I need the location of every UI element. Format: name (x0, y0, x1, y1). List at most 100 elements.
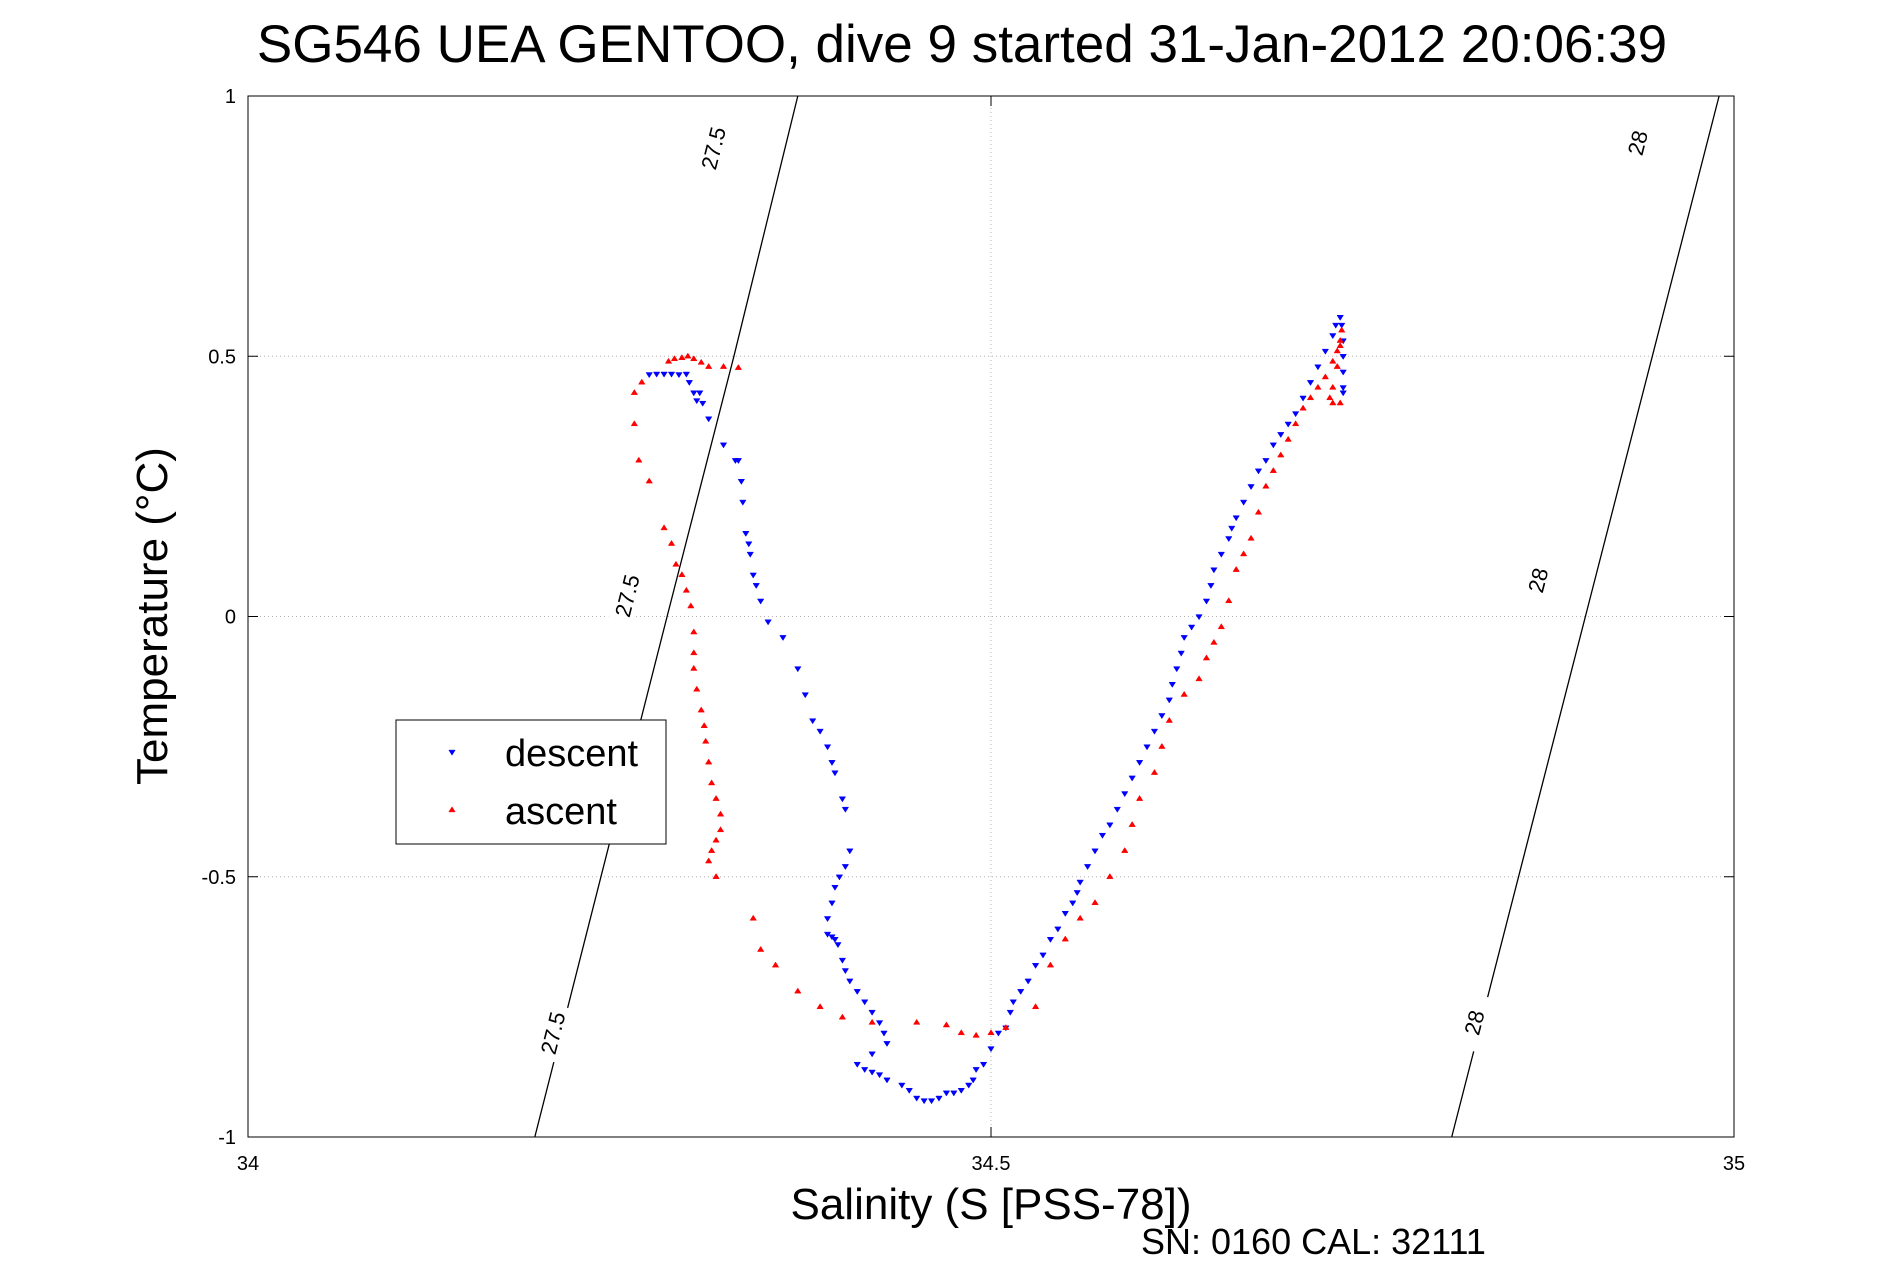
axis-ticks: 34 34.5 35 -1 -0.5 0 0.5 1 (202, 86, 1746, 1175)
ascent-point (678, 354, 686, 360)
descent-point (1339, 369, 1347, 376)
ascent-point (816, 1003, 824, 1010)
descent-point (1207, 583, 1215, 589)
descent-point (994, 1030, 1003, 1037)
descent-point (831, 937, 839, 943)
descent-point (1158, 713, 1166, 720)
ascent-point (1306, 394, 1315, 401)
ascent-point (1333, 347, 1341, 354)
descent-point (1291, 411, 1300, 418)
descent-point (1083, 864, 1092, 871)
ascent-point (635, 456, 643, 463)
descent-point (965, 1082, 973, 1089)
descent-point (734, 458, 743, 465)
descent-point (1168, 681, 1176, 688)
y-tick-label-0: 0 (225, 607, 236, 629)
descent-point (1284, 421, 1292, 428)
descent-point (1306, 380, 1315, 386)
x-axis-label: Salinity (S [PSS-78]) (790, 1180, 1191, 1229)
descent-point (831, 770, 839, 777)
footer-serial-calibration: SN: 0160 CAL: 32111 (1141, 1221, 1486, 1262)
y-tick-label-1: 1 (225, 86, 236, 108)
grid-layer (248, 96, 1734, 1137)
descent-point (1006, 1009, 1014, 1016)
descent-point (745, 541, 753, 548)
descent-point (1195, 614, 1203, 621)
contour-label-backdrop (533, 1002, 573, 1064)
ascent-point (1180, 690, 1188, 697)
descent-point (1098, 832, 1107, 839)
ascent-point (972, 1031, 980, 1038)
descent-point (1202, 598, 1211, 605)
ascent-point (1321, 373, 1330, 380)
ascent-point (687, 602, 695, 609)
descent-point (950, 1090, 958, 1097)
descent-point (667, 371, 676, 378)
descent-point (883, 1041, 891, 1047)
descent-point (846, 978, 854, 985)
x-tick-label-34: 34 (237, 1153, 259, 1175)
ascent-point (1202, 654, 1211, 661)
ascent-point (1291, 420, 1300, 427)
ascent-point (716, 826, 725, 833)
ascent-point (690, 355, 698, 362)
ascent-point (1239, 550, 1248, 557)
descent-point (868, 1009, 876, 1016)
contour-label-28: 28 (1623, 128, 1653, 158)
ascent-point (707, 847, 716, 853)
ascent-point (1277, 451, 1285, 458)
ascent-point (716, 810, 725, 817)
ascent-point (1091, 899, 1099, 905)
ascent-point (712, 836, 720, 843)
descent-point (1073, 890, 1081, 897)
ascent-point (1210, 638, 1218, 645)
descent-point (861, 999, 869, 1006)
descent-point (1128, 775, 1136, 782)
ascent-point (1106, 873, 1114, 879)
descent-point (942, 1090, 951, 1097)
descent-point (779, 635, 787, 641)
ascent-point (1333, 362, 1341, 369)
descent-point (1031, 963, 1040, 969)
descent-point (846, 848, 854, 855)
descent-point (841, 864, 850, 871)
descent-point (828, 760, 836, 766)
ascent-point (1031, 1003, 1040, 1010)
descent-point (693, 398, 701, 405)
ascent-point (987, 1029, 995, 1036)
descent-point (1177, 650, 1185, 657)
descent-point (1269, 442, 1277, 449)
ascent-point (1150, 768, 1159, 775)
descent-point (841, 806, 850, 813)
contour-label-backdrop (1617, 112, 1657, 174)
descent-point (1173, 666, 1181, 673)
descent-point (972, 1067, 980, 1074)
y-tick-label-0-5: 0.5 (208, 346, 236, 368)
y-tick-label-1: -1 (218, 1127, 236, 1149)
descent-point (905, 1087, 913, 1094)
legend: descent ascent (395, 719, 667, 845)
descent-point (757, 598, 765, 605)
contour-label-28: 28 (1459, 1008, 1489, 1038)
ascent-point (702, 737, 710, 744)
ascent-point (1299, 404, 1307, 411)
descent-point (1299, 395, 1307, 402)
ascent-point (705, 758, 713, 765)
descent-point (898, 1082, 906, 1089)
x-tick-label-34-5: 34.5 (972, 1153, 1011, 1175)
ascent-point (690, 649, 698, 656)
contour-label-group-28-2: 28 (1617, 112, 1657, 174)
ascent-point (693, 685, 701, 692)
descent-point (1247, 484, 1255, 491)
descent-point (1061, 911, 1069, 917)
descent-point (1121, 791, 1129, 798)
contour-label-group-28-0: 28 (1454, 992, 1494, 1053)
descent-point (1135, 760, 1144, 766)
legend-label-descent: descent (505, 733, 639, 775)
y-axis-label: Temperature (°C) (128, 447, 177, 785)
ascent-point (1121, 847, 1129, 853)
descent-point (880, 1030, 888, 1037)
contour-label-backdrop (1518, 549, 1558, 611)
descent-point (920, 1098, 928, 1105)
descent-point (739, 499, 747, 506)
